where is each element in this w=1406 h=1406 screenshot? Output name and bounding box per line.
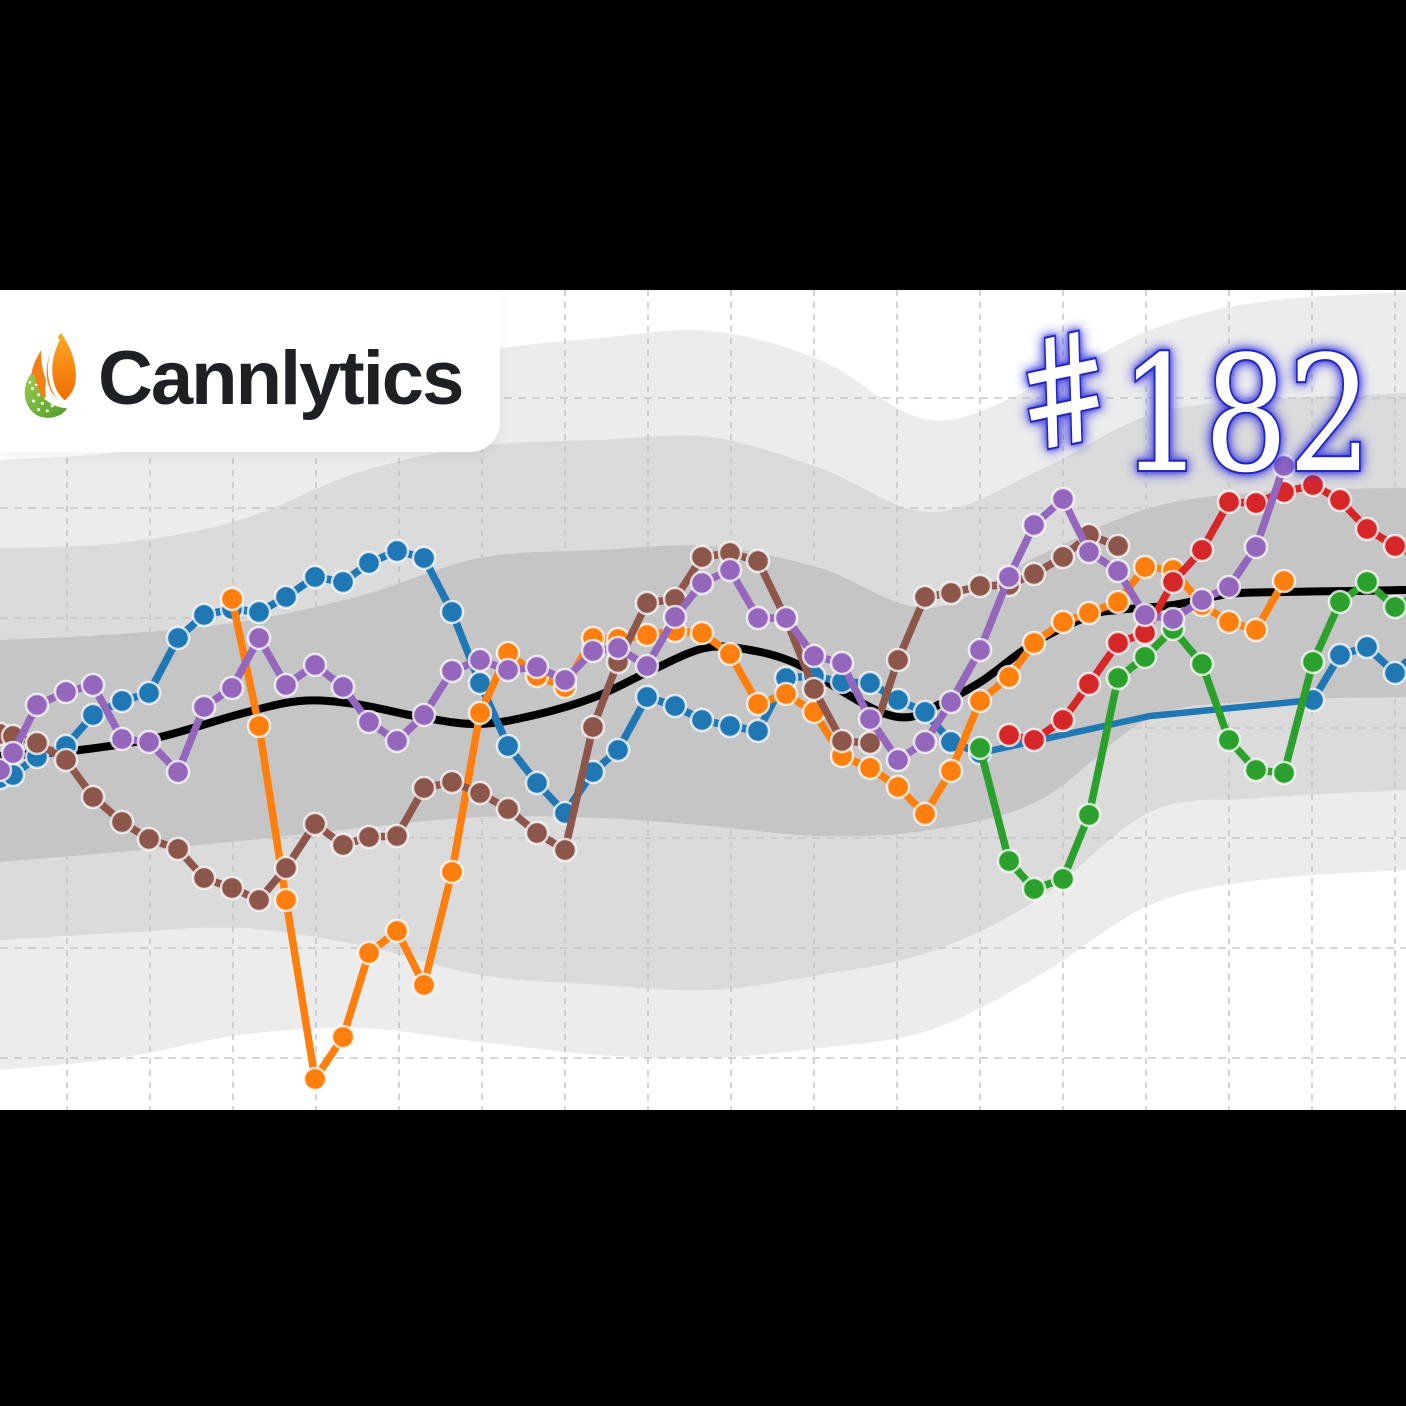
brand-logo-card: Cannlytics [0, 290, 500, 452]
top-letterbox [0, 0, 1406, 290]
episode-hash-symbol: # [1001, 298, 1127, 487]
band-inner [0, 488, 1406, 862]
bottom-letterbox [0, 1110, 1406, 1406]
brand-name: Cannlytics [98, 335, 464, 421]
leaf-dots [28, 380, 54, 413]
series-red-markers [996, 472, 1406, 753]
chart-stage: Cannlytics # 182 [0, 290, 1406, 1110]
episode-number: # 182 [999, 296, 1374, 509]
fan-chart [0, 290, 1406, 1110]
series-red-line [1005, 481, 1406, 744]
episode-digits: 182 [1120, 321, 1372, 508]
brand-flame-icon [24, 332, 76, 418]
series-purple-markers [0, 453, 1297, 785]
series-blue-right-markers [1300, 634, 1406, 713]
flame-white-swoosh [47, 338, 66, 405]
series-brown-markers [0, 522, 1131, 913]
